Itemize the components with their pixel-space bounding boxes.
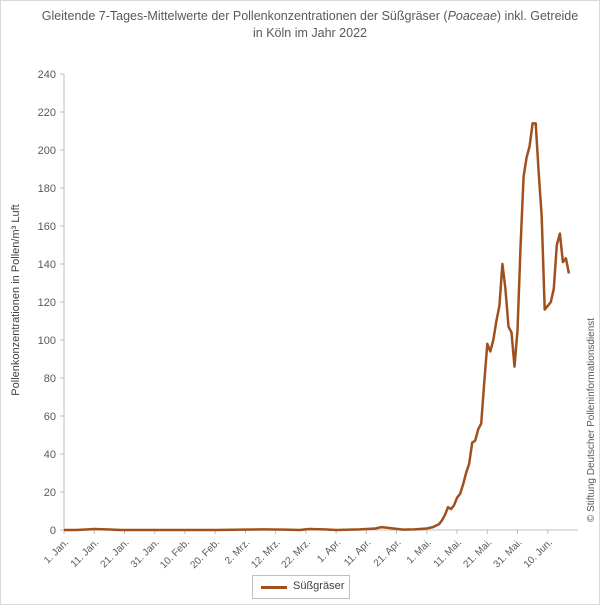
x-tick-label: 1. Mai. xyxy=(405,537,434,566)
y-tick-label: 140 xyxy=(38,259,56,271)
x-tick-label: 31. Jan. xyxy=(129,537,162,570)
y-tick-label: 0 xyxy=(50,525,56,537)
x-tick-label: 2. Mrz. xyxy=(223,537,252,566)
legend-label: Süßgräser xyxy=(293,580,345,592)
y-tick-label: 20 xyxy=(44,487,56,499)
series-line-suessgraeser xyxy=(64,122,571,532)
x-tick-label: 10. Jun. xyxy=(522,537,555,570)
y-tick-label: 60 xyxy=(44,411,56,423)
x-tick-label: 11. Jan. xyxy=(69,537,101,569)
x-tick-label: 1. Jan. xyxy=(42,537,71,566)
y-tick-label: 160 xyxy=(38,221,56,233)
x-tick-label: 12. Mrz. xyxy=(249,537,282,570)
x-tick-label: 31. Mai. xyxy=(492,537,525,570)
y-tick-label: 200 xyxy=(38,145,56,157)
x-tick-label: 21. Apr. xyxy=(372,537,404,569)
y-tick-label: 220 xyxy=(38,107,56,119)
x-tick-label: 11. Mai. xyxy=(432,537,464,569)
y-tick-label: 80 xyxy=(44,373,56,385)
y-tick-label: 240 xyxy=(38,69,56,81)
x-tick-label: 22. Mrz. xyxy=(280,537,313,570)
legend: Süßgräser xyxy=(252,575,350,599)
x-tick-label: 11. Apr. xyxy=(342,537,373,568)
x-tick-label: 20. Feb. xyxy=(189,537,223,571)
x-tick-label: 21. Jan. xyxy=(99,537,132,570)
legend-swatch xyxy=(261,586,287,589)
title-line2-text: in Köln im Jahr 2022 xyxy=(253,26,367,40)
x-tick-label: 21. Mai. xyxy=(461,537,494,570)
title-italic-text: Poaceae xyxy=(447,9,497,23)
y-tick-label: 180 xyxy=(38,183,56,195)
title-line1-end-text: ) inkl. Getreide xyxy=(496,9,579,23)
x-tick-label: 1. Apr. xyxy=(315,537,343,565)
y-tick-label: 100 xyxy=(38,335,56,347)
chart-title: Gleitende 7-Tages-Mittelwerte der Pollen… xyxy=(30,8,590,42)
y-tick-label: 120 xyxy=(38,297,56,309)
y-tick-label: 40 xyxy=(44,449,56,461)
title-line1-text: Gleitende 7-Tages-Mittelwerte der Pollen… xyxy=(41,9,448,23)
x-tick-label: 10. Feb. xyxy=(158,537,192,571)
